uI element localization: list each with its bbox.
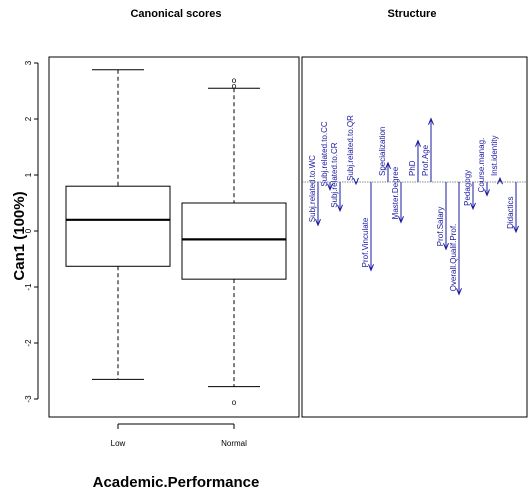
y-tick-label: -2 <box>24 339 33 347</box>
structure-arrow: Prof.Salary <box>436 182 449 249</box>
y-tick-label: -3 <box>24 395 33 403</box>
variable-label: Inst.identity <box>490 136 499 176</box>
x-tick-label: Normal <box>221 439 247 448</box>
variable-label: Prof.Vinculate <box>361 217 370 267</box>
variable-label: Overall.Qualif.Prof. <box>449 224 458 292</box>
x-tick-label: Low <box>111 439 126 448</box>
structure-frame <box>302 57 527 417</box>
box-low <box>66 70 170 380</box>
y-tick-label: 1 <box>24 172 33 177</box>
structure-arrow: Subj.related.to.QR <box>346 115 359 184</box>
structure-arrow: Overall.Qualif.Prof. <box>449 182 462 294</box>
variable-label: Prof.Age <box>421 144 430 176</box>
structure-arrow: Subj.related.to.WC <box>308 155 321 225</box>
structure-arrow: Didactics <box>506 182 519 232</box>
structure-panel: Structure Subj.related.to.WCSubj.related… <box>302 8 527 417</box>
variable-label: Subj.related.to.CC <box>320 121 329 187</box>
variable-label: Course.manag. <box>477 138 486 193</box>
structure-arrow: Prof.Vinculate <box>361 182 374 270</box>
variable-label: Prof.Salary <box>436 207 445 247</box>
variable-label: Pedagogy <box>463 170 472 206</box>
structure-arrow: Inst.identity <box>490 136 503 185</box>
box-iqr <box>182 203 286 279</box>
variable-label: Subj.related.to.CR <box>330 142 339 208</box>
y-tick-label: -1 <box>24 283 33 291</box>
boxes: ooo <box>66 70 286 407</box>
variable-label: Didactics <box>506 196 515 228</box>
boxplot-title: Canonical scores <box>130 8 221 20</box>
variable-label: Specialization <box>378 127 387 176</box>
structure-arrow: PhD <box>408 141 421 182</box>
y-axis-label: Can1 (100%) <box>11 191 28 280</box>
variable-label: Master.Degree <box>391 166 400 219</box>
variable-label: Subj.related.to.QR <box>346 115 355 181</box>
box-normal: ooo <box>182 76 286 407</box>
variable-label: Subj.related.to.WC <box>308 155 317 222</box>
box-iqr <box>66 186 170 266</box>
y-tick-label: 2 <box>24 116 33 121</box>
structure-arrow: Master.Degree <box>391 166 404 222</box>
structure-arrow: Subj.related.to.CR <box>330 142 343 211</box>
outlier-point: o <box>232 398 237 407</box>
structure-arrow: Prof.Age <box>421 119 434 182</box>
structure-arrow: Pedagogy <box>463 170 476 209</box>
variable-label: PhD <box>408 160 417 176</box>
structure-title: Structure <box>388 8 437 20</box>
structure-arrow: Specialization <box>378 127 391 182</box>
outlier-point: o <box>232 81 237 90</box>
x-axis-label: Academic.Performance <box>93 474 260 491</box>
structure-arrow: Course.manag. <box>477 138 490 196</box>
x-axis: Low Normal <box>111 424 247 448</box>
y-tick-label: 3 <box>24 60 33 65</box>
